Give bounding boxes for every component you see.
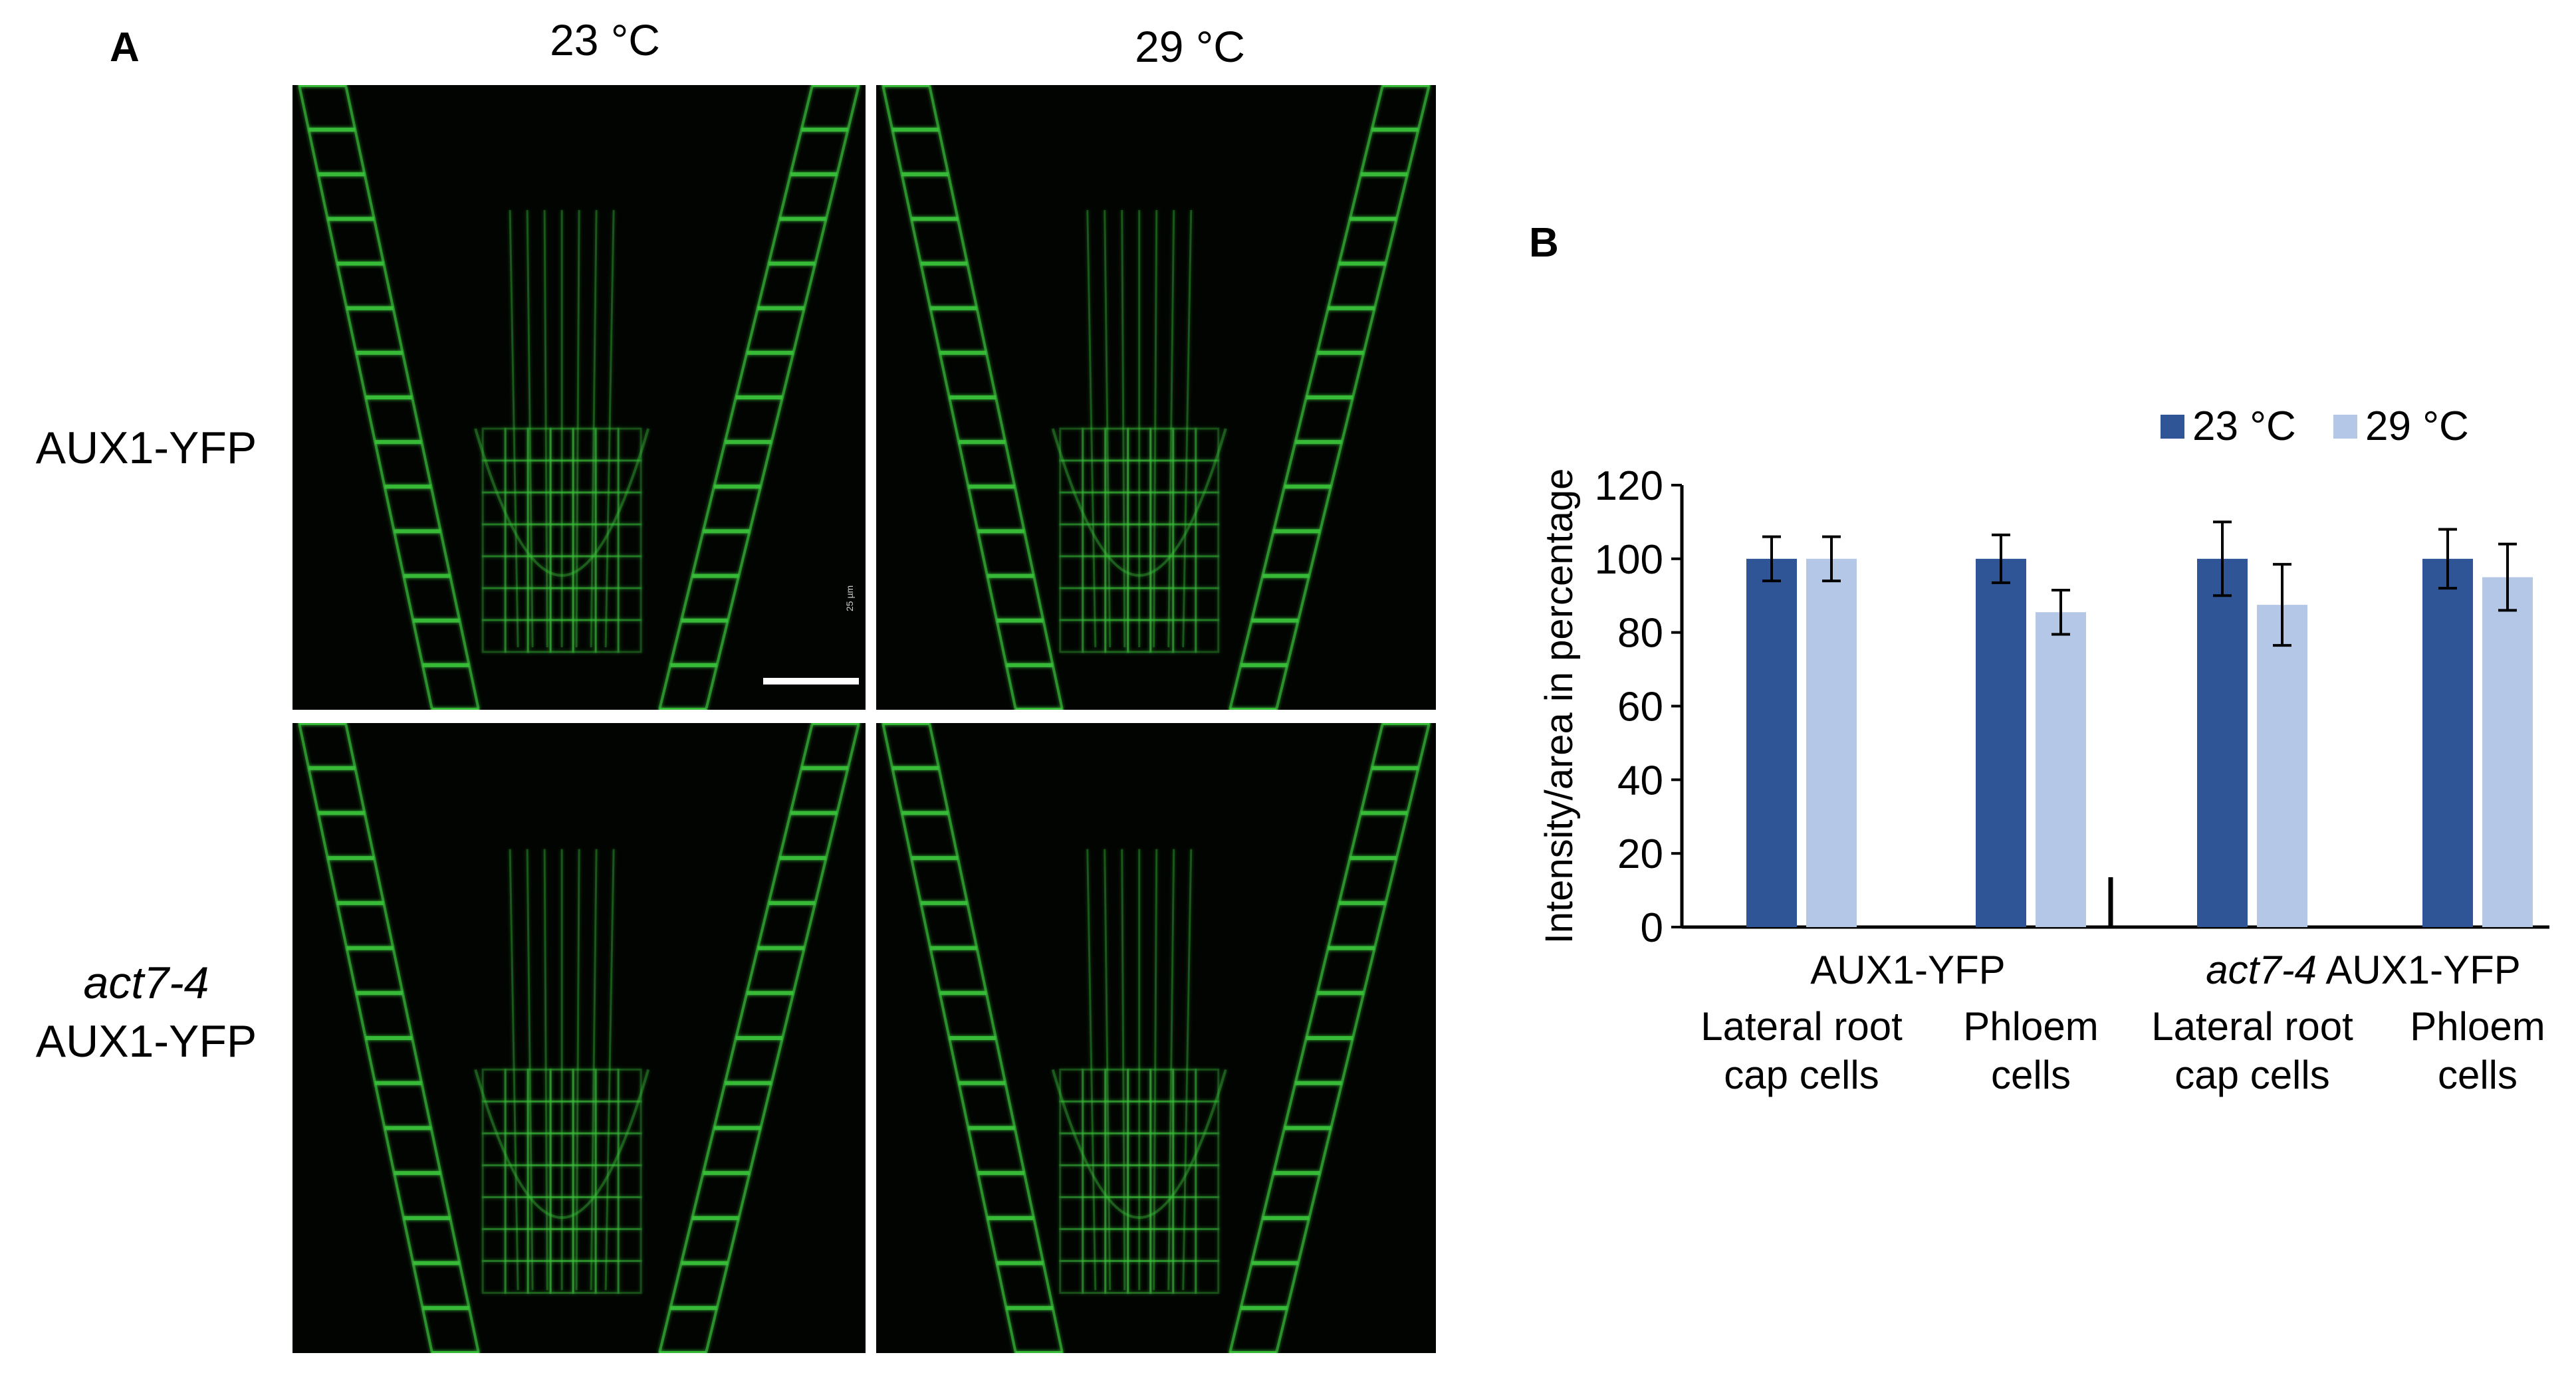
category-label-3-line2: cells <box>2438 1053 2517 1097</box>
micrograph-drawing <box>298 85 860 710</box>
micrograph-drawing <box>298 723 860 1353</box>
legend-swatch-0 <box>2161 415 2184 439</box>
category-label-0-line1: Lateral root <box>1700 1004 1903 1049</box>
y-axis-label: Intensity/area in percentage <box>1538 469 1581 944</box>
y-tick-label-120: 120 <box>1595 463 1663 509</box>
y-tick-label-60: 60 <box>1617 685 1663 730</box>
y-tick-label-40: 40 <box>1617 758 1663 803</box>
bar-chart: 0 20 40 60 80 100 120 Intensity/area in percent… <box>1538 403 2549 1097</box>
bar-2-1 <box>2257 605 2307 927</box>
row-label-act7-aux1-yfp: act7-4 AUX1-YFP <box>13 954 279 1071</box>
category-label-1-line2: cells <box>1991 1053 2071 1097</box>
micrograph-drawing <box>881 723 1431 1353</box>
category-label-0-line2: cap cells <box>1724 1053 1879 1097</box>
bar-3-0 <box>2422 558 2473 927</box>
group-label-1: act7-4 AUX1-YFP <box>2206 948 2521 992</box>
row-label-genotype: act7-4 <box>83 958 209 1008</box>
category-label-2-line2: cap cells <box>2174 1053 2329 1097</box>
group-label-1-italic: act7-4 <box>2206 948 2317 992</box>
panel-b-label: B <box>1529 220 1559 266</box>
legend-label-0: 23 °C <box>2192 403 2296 449</box>
group-label-1-rest: AUX1-YFP <box>2317 948 2521 992</box>
bar-1-0 <box>1976 558 2026 927</box>
legend-swatch-1 <box>2333 415 2357 439</box>
category-label-3-line1: Phloem <box>2410 1004 2545 1049</box>
column-label-23c: 23 °C <box>550 15 660 64</box>
legend-label-1: 29 °C <box>2365 403 2469 449</box>
scale-bar-caption: 25 µm <box>844 585 855 611</box>
bar-3-1 <box>2482 577 2533 927</box>
bar-0-1 <box>1806 558 1857 927</box>
bar-2-0 <box>2197 558 2248 927</box>
column-label-29c: 29 °C <box>1135 22 1245 71</box>
micrograph-act7-23c <box>293 723 866 1353</box>
bar-0-0 <box>1746 558 1797 927</box>
category-label-1-line1: Phloem <box>1963 1004 2098 1049</box>
row-label-reporter: AUX1-YFP <box>35 1016 257 1067</box>
scale-bar <box>763 678 859 685</box>
y-tick-label-100: 100 <box>1595 537 1663 583</box>
micrograph-aux1-23c <box>293 85 866 710</box>
category-label-2-line1: Lateral root <box>2151 1004 2353 1049</box>
micrograph-aux1-29c <box>876 85 1436 710</box>
row-label-aux1-yfp: AUX1-YFP <box>13 419 279 477</box>
group-label-0: AUX1-YFP <box>1810 948 2005 992</box>
micrograph-act7-29c <box>876 723 1436 1353</box>
y-tick-label-0: 0 <box>1641 905 1663 951</box>
panel-a-label: A <box>110 25 140 70</box>
bar-1-1 <box>2036 612 2086 927</box>
y-tick-label-20: 20 <box>1617 831 1663 877</box>
row-label-aux1-yfp-text: AUX1-YFP <box>35 423 257 473</box>
micrograph-drawing <box>881 85 1431 710</box>
chart-layer: 0 20 40 60 80 100 120 Intensity/area in percent… <box>1538 403 2549 1097</box>
y-tick-label-80: 80 <box>1617 611 1663 657</box>
